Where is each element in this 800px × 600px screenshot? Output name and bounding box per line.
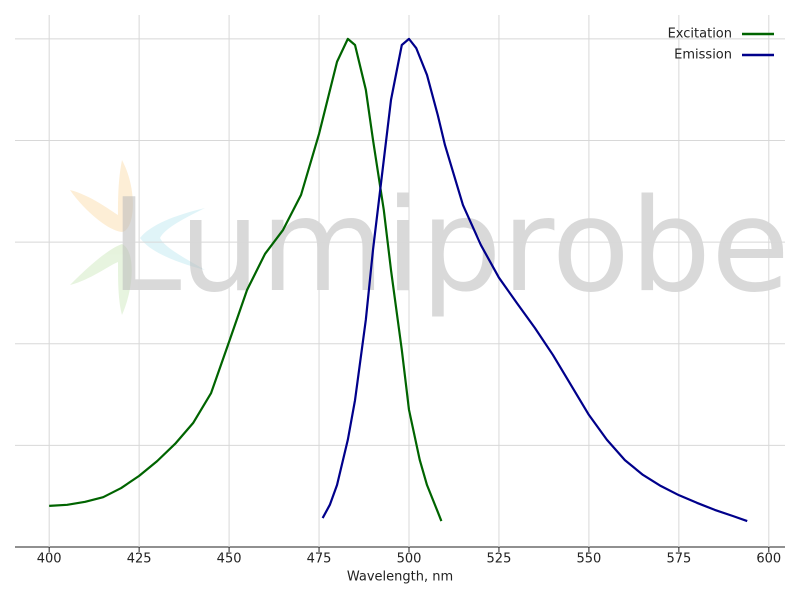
x-axis-label: Wavelength, nm [347, 570, 453, 585]
x-tick-label: 600 [756, 552, 781, 567]
line [49, 37, 443, 522]
x-tick-label: 425 [127, 552, 152, 567]
x-tick-label: 550 [576, 552, 601, 567]
x-tick-label: 525 [487, 552, 512, 567]
x-tick-label: 450 [217, 552, 242, 567]
legend-label: Excitation [668, 27, 732, 42]
x-tick-label: 500 [397, 552, 422, 567]
watermark: Lumiprobe [110, 172, 790, 321]
x-tick-label: 575 [666, 552, 691, 567]
logo [70, 160, 205, 315]
x-tick-label: 400 [37, 552, 62, 567]
x-tick-label: 475 [307, 552, 332, 567]
legend-label: Emission [674, 48, 732, 63]
line [321, 37, 748, 523]
